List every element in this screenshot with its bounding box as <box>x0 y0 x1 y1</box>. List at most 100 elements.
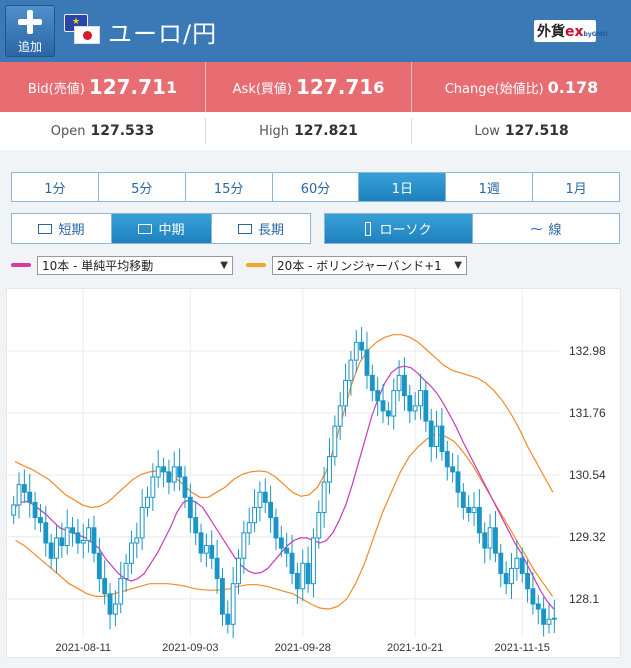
candle-body <box>450 466 456 473</box>
tab-5min[interactable]: 5分 <box>99 173 186 201</box>
candle-body <box>252 506 257 524</box>
expand-icon <box>38 223 53 234</box>
bb-upper-line <box>14 334 554 509</box>
line-chart-icon: ⁓ <box>530 221 543 236</box>
tab-long-term[interactable]: 長期 <box>212 214 310 243</box>
candle-body <box>482 532 488 549</box>
logo-text: 外貨 <box>537 24 565 40</box>
candle-body <box>541 608 547 625</box>
tab-1min[interactable]: 1分 <box>12 173 99 201</box>
x-tick-label: 2021-09-28 <box>275 642 331 654</box>
candle-body <box>161 466 166 473</box>
candle-body <box>519 557 525 574</box>
candle-body <box>150 476 156 498</box>
tab-mid-term[interactable]: 中期 <box>112 214 212 243</box>
candle-body <box>236 557 241 585</box>
logo-ex: ex <box>565 24 584 40</box>
candle-body <box>70 527 75 534</box>
plus-icon <box>18 10 42 34</box>
add-button-label: 追加 <box>17 40 42 54</box>
candle-body <box>503 572 509 585</box>
candle-body <box>273 517 279 539</box>
candle-body <box>209 545 215 559</box>
x-tick-label: 2021-09-03 <box>162 642 218 654</box>
ma-color-swatch <box>11 263 31 267</box>
candle-body <box>48 542 54 559</box>
high-label: High <box>259 123 290 139</box>
jp-flag-icon <box>74 26 100 44</box>
candle-body <box>241 532 247 559</box>
bb-select-value: 20本 - ボリンジャーバンド+1 <box>277 258 442 273</box>
open-value: 127.533 <box>90 123 155 139</box>
tab-60min[interactable]: 60分 <box>273 173 360 201</box>
tab-line[interactable]: ⁓ 線 <box>473 214 619 243</box>
quote-divider <box>205 62 206 112</box>
candle-body <box>86 527 92 541</box>
candle-body <box>337 405 343 427</box>
bid-label: Bid(売値) <box>27 81 85 97</box>
y-tick-label: 130.54 <box>569 468 606 482</box>
x-tick-label: 2021-08-11 <box>56 642 111 654</box>
candle-body <box>155 466 161 478</box>
candle-body <box>75 532 81 544</box>
candle-body <box>332 425 338 458</box>
open-stat: Open 127.533 <box>0 112 205 150</box>
candle-body <box>230 583 236 625</box>
candle-body <box>380 400 386 412</box>
candle-body <box>139 506 145 539</box>
candle-body <box>145 496 150 508</box>
candle-body <box>305 562 311 585</box>
candle-body <box>498 552 504 574</box>
candle-body <box>428 420 434 447</box>
candle-body <box>16 484 22 506</box>
quote-bar: Bid(売値) 127.71 1 Ask(買値) 127.71 6 Change(始… <box>0 62 631 112</box>
bb-select[interactable]: 20本 - ボリンジャーバンド+1 ▼ <box>272 255 467 275</box>
candle-body <box>294 572 300 590</box>
change-value: 0.178 <box>547 77 599 97</box>
ohl-divider <box>411 118 412 144</box>
candle-body <box>182 476 188 498</box>
tab-1day[interactable]: 1日 <box>359 173 447 201</box>
bid-value: 127.71 <box>88 75 166 99</box>
ask-label: Ask(買値) <box>232 81 292 97</box>
ma-select-value: 10本 - 単純平均移動 <box>42 258 154 273</box>
candle-body <box>353 341 359 361</box>
chevron-down-icon: ▼ <box>220 259 228 271</box>
candle-body <box>509 567 514 585</box>
compress-icon <box>237 223 252 234</box>
ask-value: 127.71 <box>296 75 374 99</box>
low-label: Low <box>474 123 500 139</box>
candlestick-icon <box>365 221 372 236</box>
candle-body <box>327 456 332 483</box>
tab-1week[interactable]: 1週 <box>446 173 534 201</box>
candle-body <box>525 572 530 590</box>
tab-short-term[interactable]: 短期 <box>12 214 112 243</box>
add-button[interactable]: 追加 <box>5 5 55 57</box>
high-value: 127.821 <box>294 123 358 139</box>
candle-body <box>32 501 38 519</box>
candle-body <box>321 481 327 514</box>
candle-body <box>193 517 199 534</box>
tab-1month[interactable]: 1月 <box>565 181 587 197</box>
candle-body <box>171 466 177 483</box>
mid-term-label: 中期 <box>158 223 185 238</box>
candle-body <box>316 512 322 539</box>
change-label: Change(始値比) <box>444 81 544 97</box>
candle-body <box>284 547 290 554</box>
candle-body <box>364 349 370 376</box>
candle-body <box>187 496 193 519</box>
tab-15min[interactable]: 15分 <box>186 173 273 201</box>
quote-divider <box>411 62 412 112</box>
candle-body <box>530 588 536 605</box>
candle-body <box>391 390 397 417</box>
change-quote: Change(始値比) 0.178 <box>412 62 631 112</box>
y-tick-label: 129.32 <box>569 530 606 544</box>
tab-candlestick[interactable]: ローソク <box>325 214 473 243</box>
price-chart[interactable]: 132.98 131.76 130.54 129.32 128.1 2021-08-11 2… <box>6 288 621 658</box>
candle-body <box>423 390 429 422</box>
candle-body <box>412 405 418 412</box>
ma-select[interactable]: 10本 - 単純平均移動 ▼ <box>37 255 233 275</box>
long-term-label: 長期 <box>257 223 284 238</box>
candle-body <box>21 484 27 493</box>
candlestick-chart[interactable]: 132.98 131.76 130.54 129.32 128.1 2021-08-11 2… <box>7 289 622 659</box>
